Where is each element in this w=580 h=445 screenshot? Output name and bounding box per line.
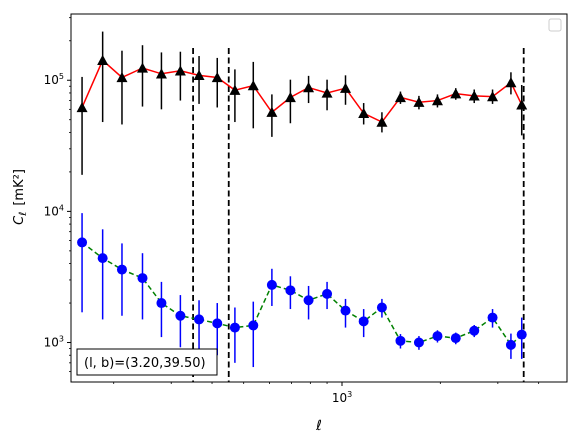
y-axis-label-symbol: C bbox=[12, 215, 27, 225]
series-1-point-12 bbox=[284, 91, 296, 103]
vertical-reference-lines bbox=[192, 48, 525, 382]
series-1-point-25 bbox=[516, 99, 528, 110]
x-axis-label: ℓ bbox=[315, 418, 322, 434]
series-1-point-1 bbox=[76, 101, 88, 113]
series-1-markers bbox=[76, 54, 528, 127]
y-tick-label-2: 104 bbox=[44, 203, 64, 218]
axes-group: 103 104 105 103 bbox=[44, 13, 568, 405]
series-2-point-22 bbox=[469, 325, 480, 336]
annotation-text: (l, b)=(3.20,39.50) bbox=[84, 356, 206, 371]
series-1-point-18 bbox=[394, 91, 406, 103]
series-2-point-18 bbox=[395, 335, 406, 346]
y-tick-label-1: 103 bbox=[44, 335, 64, 350]
series-1-point-16 bbox=[358, 107, 370, 118]
x-tick-label-1: 103 bbox=[332, 390, 352, 405]
y-axis-label-subscript: ℓ bbox=[18, 212, 29, 216]
series-1 bbox=[76, 31, 528, 175]
annotation-box bbox=[76, 348, 218, 376]
series-2-point-25 bbox=[516, 329, 527, 340]
series-2-point-16 bbox=[358, 316, 369, 327]
y-axis-label: Cℓ [mK²] bbox=[12, 169, 29, 225]
series-2-point-9 bbox=[229, 322, 240, 333]
series-1-point-7 bbox=[193, 69, 205, 81]
series-1-point-3 bbox=[116, 71, 128, 83]
series-1-point-5 bbox=[155, 68, 167, 79]
series-2-point-4 bbox=[137, 273, 148, 284]
legend-empty-box bbox=[548, 18, 562, 32]
series-2-point-6 bbox=[175, 310, 186, 321]
series-2-point-11 bbox=[266, 279, 277, 290]
series-2-markers bbox=[77, 237, 527, 350]
series-1-point-22 bbox=[468, 90, 480, 101]
y-tick-label-3: 105 bbox=[44, 72, 64, 87]
series-1-point-8 bbox=[211, 71, 223, 83]
data-series-group bbox=[76, 31, 528, 368]
series-1-point-10 bbox=[247, 80, 259, 91]
series-2-point-15 bbox=[340, 305, 351, 316]
series-2-point-2 bbox=[97, 253, 108, 264]
series-2-point-19 bbox=[413, 337, 424, 348]
coordinate-annotation: (l, b)=(3.20,39.50) bbox=[76, 348, 218, 376]
y-axis-title: Cℓ [mK²] bbox=[12, 169, 29, 225]
series-1-point-6 bbox=[174, 65, 186, 76]
series-2-point-8 bbox=[212, 318, 223, 329]
series-2-point-10 bbox=[248, 320, 259, 331]
series-1-point-9 bbox=[229, 84, 241, 95]
series-1-point-21 bbox=[450, 88, 462, 99]
series-2 bbox=[77, 213, 527, 368]
series-1-point-11 bbox=[266, 106, 278, 117]
series-2-point-5 bbox=[156, 298, 167, 309]
plot-frame bbox=[70, 13, 568, 383]
series-2-point-3 bbox=[116, 264, 127, 275]
series-1-point-14 bbox=[321, 87, 333, 98]
series-2-point-1 bbox=[77, 237, 88, 248]
series-2-point-14 bbox=[322, 288, 333, 299]
series-2-point-12 bbox=[285, 285, 296, 296]
series-1-point-20 bbox=[431, 95, 443, 106]
series-2-point-20 bbox=[432, 331, 443, 342]
legend bbox=[548, 18, 562, 32]
series-2-point-7 bbox=[194, 314, 205, 325]
series-1-point-2 bbox=[97, 54, 109, 65]
series-2-point-17 bbox=[376, 302, 387, 313]
y-axis-label-unit: [mK²] bbox=[12, 169, 27, 206]
series-2-point-21 bbox=[450, 333, 461, 344]
series-2-point-23 bbox=[487, 312, 498, 323]
series-1-point-17 bbox=[376, 116, 388, 127]
series-1-point-15 bbox=[340, 82, 352, 93]
series-2-point-13 bbox=[303, 295, 314, 306]
series-1-point-24 bbox=[505, 77, 517, 88]
series-1-point-23 bbox=[487, 91, 499, 102]
series-2-point-24 bbox=[505, 339, 516, 350]
series-1-point-4 bbox=[136, 62, 148, 73]
series-1-point-19 bbox=[413, 96, 425, 107]
series-1-point-13 bbox=[303, 82, 315, 93]
